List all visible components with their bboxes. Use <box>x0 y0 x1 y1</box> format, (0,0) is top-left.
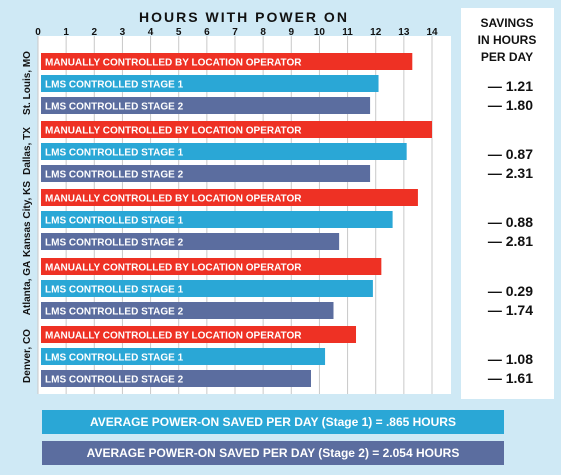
savings-title: IN HOURS <box>478 33 537 47</box>
bar <box>41 97 371 114</box>
x-tick-label: 0 <box>35 27 41 38</box>
bar-label: LMS CONTROLLED STAGE 1 <box>45 216 184 227</box>
bar <box>41 165 371 182</box>
bar <box>41 280 373 297</box>
savings-value: — 0.29 <box>488 283 533 299</box>
savings-value: — 1.80 <box>488 97 533 113</box>
city-labels: St. Louis, MO Dallas, TX Kansas City, KS At… <box>22 51 33 383</box>
bar-label: MANUALLY CONTROLLED BY LOCATION OPERATOR <box>45 58 302 69</box>
bar <box>41 258 382 275</box>
savings-value: — 0.88 <box>488 214 533 230</box>
city-label: Denver, CO <box>22 329 33 383</box>
chart-title: HOURS WITH POWER ON <box>139 9 349 25</box>
bar-label: LMS CONTROLLED STAGE 2 <box>45 170 184 181</box>
city-label: Kansas City, KS <box>22 181 33 257</box>
x-tick-label: 12 <box>370 27 382 38</box>
city-label: Dallas, TX <box>22 127 33 175</box>
savings-value: — 2.81 <box>488 233 533 249</box>
bar-label: MANUALLY CONTROLLED BY LOCATION OPERATOR <box>45 126 302 137</box>
x-tick-label: 11 <box>342 27 353 38</box>
bar <box>41 121 432 138</box>
savings-value: — 1.61 <box>488 370 533 386</box>
x-tick-label: 8 <box>260 27 266 38</box>
savings-panel <box>461 8 554 399</box>
x-tick-label: 14 <box>426 27 438 38</box>
footer-stage1: AVERAGE POWER-ON SAVED PER DAY (Stage 1)… <box>42 410 504 434</box>
x-tick-label: 5 <box>176 27 182 38</box>
x-tick-label: 2 <box>92 27 98 38</box>
x-tick-label: 1 <box>63 27 69 38</box>
bar-label: LMS CONTROLLED STAGE 2 <box>45 238 184 249</box>
x-tick-label: 3 <box>120 27 126 38</box>
bar-label: LMS CONTROLLED STAGE 2 <box>45 375 184 386</box>
bar <box>41 143 407 160</box>
x-axis-ticks: 0 1 2 3 4 5 6 7 8 9 10 11 12 13 14 <box>35 27 438 38</box>
savings-title: PER DAY <box>481 50 533 64</box>
city-label: Atlanta, GA <box>22 261 33 315</box>
bar <box>41 233 340 250</box>
savings-value: — 1.08 <box>488 351 533 367</box>
savings-value: — 1.21 <box>488 78 533 94</box>
bar-label: LMS CONTROLLED STAGE 1 <box>45 285 184 296</box>
x-tick-label: 13 <box>398 27 410 38</box>
bar-label: LMS CONTROLLED STAGE 2 <box>45 307 184 318</box>
bar-label: MANUALLY CONTROLLED BY LOCATION OPERATOR <box>45 263 302 274</box>
footer-stage2: AVERAGE POWER-ON SAVED PER DAY (Stage 2)… <box>42 441 504 465</box>
bar-label: LMS CONTROLLED STAGE 1 <box>45 148 184 159</box>
x-tick-label: 7 <box>232 27 238 38</box>
bar <box>41 75 379 92</box>
bar <box>41 348 326 365</box>
x-tick-label: 4 <box>148 27 154 38</box>
bar <box>41 302 334 319</box>
bar-label: MANUALLY CONTROLLED BY LOCATION OPERATOR <box>45 331 302 342</box>
bar-label: LMS CONTROLLED STAGE 1 <box>45 80 184 91</box>
x-tick-label: 10 <box>314 27 326 38</box>
bar <box>41 53 413 70</box>
savings-value: — 1.74 <box>488 302 533 318</box>
bar-label: MANUALLY CONTROLLED BY LOCATION OPERATOR <box>45 194 302 205</box>
x-tick-label: 9 <box>289 27 295 38</box>
bar <box>41 370 311 387</box>
city-label: St. Louis, MO <box>22 51 33 115</box>
savings-values: — 1.21 — 1.80 — 0.87 — 2.31 — 0.88 — 2.81 — 0.… <box>478 16 537 386</box>
bars: MANUALLY CONTROLLED BY LOCATION OPERATOR… <box>41 53 432 387</box>
savings-value: — 0.87 <box>488 146 533 162</box>
savings-title: SAVINGS <box>480 16 533 30</box>
bar-label: LMS CONTROLLED STAGE 2 <box>45 102 184 113</box>
bar-label: LMS CONTROLLED STAGE 1 <box>45 353 184 364</box>
savings-value: — 2.31 <box>488 165 533 181</box>
bar <box>41 189 418 206</box>
bar <box>41 211 393 228</box>
x-tick-label: 6 <box>204 27 210 38</box>
bar <box>41 326 357 343</box>
